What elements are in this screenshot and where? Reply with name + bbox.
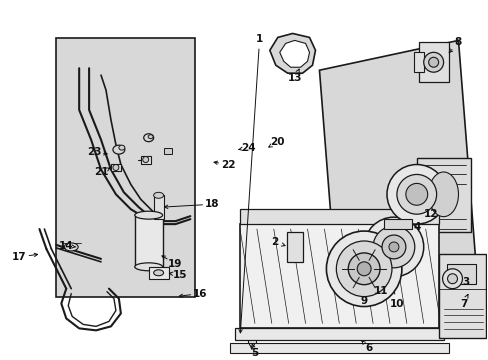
Bar: [416, 158, 470, 232]
Ellipse shape: [428, 172, 458, 217]
Circle shape: [405, 183, 427, 205]
Text: 11: 11: [373, 285, 387, 296]
Ellipse shape: [64, 243, 78, 251]
Text: 12: 12: [423, 209, 437, 219]
Circle shape: [386, 165, 446, 224]
Ellipse shape: [113, 145, 124, 154]
Text: 16: 16: [193, 289, 207, 298]
Bar: [240, 209, 438, 224]
Bar: [153, 195, 163, 219]
Text: 5: 5: [251, 348, 258, 358]
Circle shape: [336, 241, 391, 297]
Circle shape: [113, 165, 119, 171]
Text: 20: 20: [270, 137, 285, 147]
Text: 18: 18: [204, 199, 219, 209]
Text: 24: 24: [240, 143, 255, 153]
Polygon shape: [56, 39, 195, 297]
Text: 13: 13: [287, 73, 301, 83]
Bar: [141, 156, 150, 163]
Text: 22: 22: [221, 159, 235, 170]
Circle shape: [447, 274, 457, 284]
Circle shape: [381, 235, 405, 259]
Bar: [148, 267, 168, 279]
Text: 2: 2: [271, 237, 278, 247]
Circle shape: [372, 226, 414, 268]
Bar: [413, 52, 423, 72]
Text: 15: 15: [173, 270, 187, 280]
Bar: [247, 294, 255, 348]
Text: 6: 6: [365, 343, 372, 353]
Bar: [230, 343, 447, 353]
Text: 23: 23: [87, 147, 101, 157]
Text: 17: 17: [12, 252, 27, 262]
Circle shape: [347, 253, 379, 285]
Bar: [163, 148, 171, 154]
Circle shape: [442, 269, 462, 289]
Polygon shape: [279, 40, 309, 67]
Bar: [438, 254, 485, 338]
Text: 19: 19: [168, 259, 183, 269]
Circle shape: [388, 242, 398, 252]
Text: 4: 4: [412, 222, 420, 232]
Circle shape: [428, 57, 438, 67]
Ellipse shape: [153, 270, 163, 276]
Text: 10: 10: [389, 298, 404, 309]
Bar: [418, 42, 447, 82]
Ellipse shape: [135, 263, 162, 271]
Polygon shape: [319, 40, 477, 323]
Text: 21: 21: [94, 167, 108, 177]
Circle shape: [423, 52, 443, 72]
Ellipse shape: [119, 145, 124, 150]
Ellipse shape: [148, 135, 153, 139]
Ellipse shape: [135, 211, 162, 219]
Circle shape: [326, 231, 401, 306]
Polygon shape: [269, 33, 315, 73]
Ellipse shape: [143, 134, 153, 142]
Text: 1: 1: [255, 34, 263, 44]
Text: 8: 8: [454, 37, 461, 48]
Bar: [135, 215, 162, 267]
Circle shape: [396, 175, 436, 214]
Bar: [240, 224, 438, 328]
Text: 9: 9: [360, 296, 367, 306]
Text: 14: 14: [59, 241, 73, 251]
Circle shape: [356, 262, 370, 276]
Circle shape: [364, 217, 423, 277]
Circle shape: [142, 157, 148, 163]
Bar: [111, 163, 121, 171]
Bar: [286, 232, 302, 262]
Text: 3: 3: [462, 277, 469, 287]
Bar: [446, 264, 475, 284]
Ellipse shape: [153, 192, 163, 198]
Bar: [383, 219, 411, 229]
Text: 7: 7: [459, 298, 466, 309]
Bar: [235, 328, 443, 340]
